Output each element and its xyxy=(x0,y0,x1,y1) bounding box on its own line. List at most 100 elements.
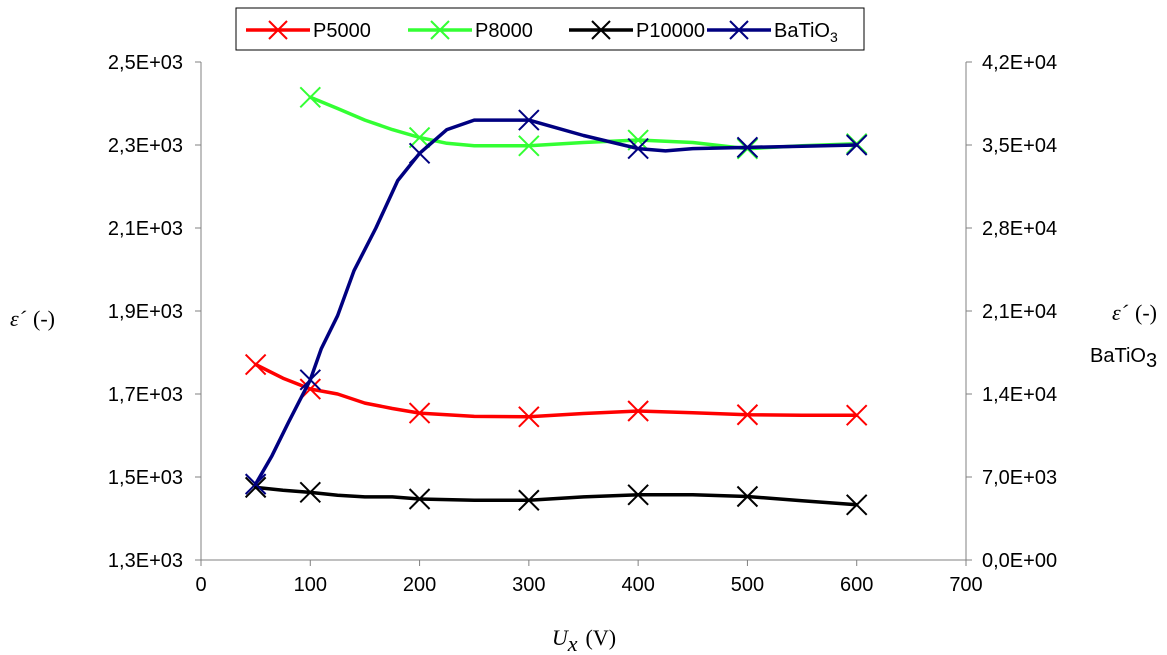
y-left-axis-unit: (-) xyxy=(33,306,55,331)
y-right-axis-material: BaTiO xyxy=(1090,345,1146,367)
x-tick-label: 0 xyxy=(195,574,206,596)
y-left-tick-label: 2,5E+03 xyxy=(108,52,183,74)
data-point-p10000 xyxy=(846,494,868,516)
legend-swatch-marker xyxy=(729,20,749,40)
y-right-axis-unit: (-) xyxy=(1135,300,1157,325)
data-point-p10000 xyxy=(299,481,321,504)
x-axis-symbol: U xyxy=(552,625,570,650)
legend-item-batio3: BaTiO3 xyxy=(707,20,838,45)
data-point-batio3 xyxy=(846,134,868,156)
data-point-p10000 xyxy=(408,488,431,510)
series-line-p10000 xyxy=(253,485,859,507)
marker-stroke xyxy=(627,137,649,160)
legend-item-p10000: P10000 xyxy=(569,20,705,42)
legend-label-text: P5000 xyxy=(313,20,371,42)
y-left-tick-label: 1,9E+03 xyxy=(108,301,183,323)
data-point-batio3 xyxy=(518,109,540,131)
y-right-tick-label: 1,4E+04 xyxy=(982,384,1057,406)
y-right-tick-label: 0,0E+00 xyxy=(982,550,1057,572)
data-point-p10000 xyxy=(518,489,540,511)
data-point-p10000 xyxy=(627,484,649,506)
data-point-p10000 xyxy=(736,485,759,508)
legend-swatch-marker xyxy=(268,20,288,40)
legend-label-p5000: P5000 xyxy=(313,20,371,42)
x-tick-label: 300 xyxy=(512,574,545,596)
data-point-p5000 xyxy=(736,404,759,426)
marker-stroke xyxy=(627,400,649,422)
marker-stroke xyxy=(244,473,267,495)
y-right-tick-label: 7,0E+03 xyxy=(982,467,1057,489)
legend-item-p5000: P5000 xyxy=(246,20,371,42)
x-axis-unit: (V) xyxy=(586,625,617,650)
marker-stroke xyxy=(244,476,267,499)
data-point-p8000 xyxy=(299,86,321,108)
y-right-axis-symbol: ε´ xyxy=(1112,300,1129,325)
y-left-tick-label: 2,3E+03 xyxy=(108,135,183,157)
y-left-tick-label: 1,5E+03 xyxy=(108,467,183,489)
marker-stroke xyxy=(408,488,431,510)
legend-label-p8000: P8000 xyxy=(475,20,533,42)
legend-label-text: P10000 xyxy=(636,20,705,42)
x-tick-label: 600 xyxy=(840,574,873,596)
legend-label-subscript: 3 xyxy=(830,29,838,45)
x-tick-label: 200 xyxy=(403,574,436,596)
data-point-p5000 xyxy=(627,400,649,422)
marker-stroke xyxy=(299,369,321,391)
data-point-batio3 xyxy=(736,136,759,159)
legend-label-batio3: BaTiO3 xyxy=(774,20,838,45)
data-point-batio3 xyxy=(408,142,431,165)
marker-stroke xyxy=(736,485,759,508)
data-point-p10000 xyxy=(244,476,267,499)
x-axis-subscript: x xyxy=(567,631,578,655)
y-right-axis-title-line2: BaTiO3 xyxy=(1090,345,1157,372)
marker-stroke xyxy=(299,481,321,504)
series-line-batio3 xyxy=(253,118,859,486)
x-tick-label: 100 xyxy=(294,574,327,596)
y-left-tick-label: 2,1E+03 xyxy=(108,218,183,240)
y-left-axis-symbol: ε´ xyxy=(10,306,27,331)
legend-label-p10000: P10000 xyxy=(636,20,705,42)
legend-label-text: P8000 xyxy=(475,20,533,42)
plot-area: 0 100 200 300 400 500 600 700 1,3E+03 1,5E+03 1,7E… xyxy=(108,52,1057,596)
marker-stroke xyxy=(627,484,649,506)
marker-stroke xyxy=(299,86,321,108)
y-right-tick-label: 2,1E+04 xyxy=(982,301,1057,323)
legend-label-text: BaTiO xyxy=(774,20,830,42)
marker-stroke xyxy=(846,494,868,516)
data-point-p5000 xyxy=(244,353,267,376)
y-left-tick-label: 1,7E+03 xyxy=(108,384,183,406)
data-point-p8000 xyxy=(408,126,431,149)
data-point-p5000 xyxy=(408,402,431,424)
marker-stroke xyxy=(518,489,540,511)
legend-swatch-marker xyxy=(591,20,611,40)
legend-swatch-marker xyxy=(430,20,450,40)
y-right-axis-material-subscript: 3 xyxy=(1146,350,1157,372)
marker-stroke xyxy=(736,136,759,159)
data-point-batio3 xyxy=(299,369,321,391)
marker-stroke xyxy=(518,406,540,428)
marker-stroke xyxy=(736,404,759,426)
marker-stroke xyxy=(408,126,431,149)
y-right-tick-label: 4,2E+04 xyxy=(982,52,1057,74)
series-line-p8000 xyxy=(308,95,859,151)
marker-stroke xyxy=(518,135,540,157)
legend: P5000 P8000 P10000 BaTiO3 xyxy=(235,7,865,51)
marker-stroke xyxy=(408,402,431,424)
data-point-p5000 xyxy=(846,404,868,426)
y-left-tick-label: 1,3E+03 xyxy=(108,550,183,572)
data-point-p5000 xyxy=(518,406,540,428)
y-right-axis-title: ε´ (-) xyxy=(1112,300,1157,325)
x-tick-label: 400 xyxy=(621,574,654,596)
data-point-p8000 xyxy=(518,135,540,157)
marker-stroke xyxy=(244,353,267,376)
legend-item-p8000: P8000 xyxy=(408,20,533,42)
data-point-batio3 xyxy=(244,473,267,495)
series-line-p5000 xyxy=(253,362,859,419)
x-axis-title: Ux (V) xyxy=(552,625,616,655)
marker-stroke xyxy=(846,404,868,426)
y-right-tick-label: 3,5E+04 xyxy=(982,135,1057,157)
marker-stroke xyxy=(846,134,868,156)
y-left-axis-title: ε´ (-) xyxy=(10,306,55,331)
data-point-batio3 xyxy=(627,137,649,160)
